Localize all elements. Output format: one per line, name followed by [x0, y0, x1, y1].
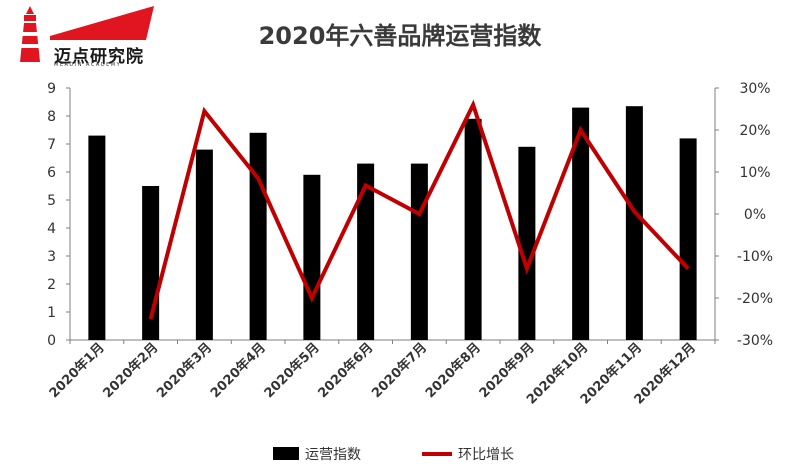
left-axis-tick-label: 9	[47, 81, 56, 97]
right-axis-tick-label: 30%	[739, 81, 770, 97]
left-axis-tick-label: 6	[47, 165, 56, 181]
legend-label-line: 环比增长	[458, 447, 514, 463]
right-axis-tick-label: 20%	[739, 123, 770, 139]
bar	[357, 163, 375, 340]
bar	[410, 163, 428, 340]
left-axis-tick-label: 4	[47, 221, 56, 237]
right-axis-tick-label: 10%	[739, 165, 770, 181]
brand-name: 迈点研究院	[54, 47, 144, 67]
lighthouse-icon	[20, 6, 40, 62]
brand-swoosh-icon	[50, 6, 154, 40]
bar	[195, 149, 213, 340]
brand-subtitle: MEADIN ACADEMY	[54, 62, 122, 68]
left-axis-tick-label: 8	[47, 109, 56, 125]
bar	[518, 146, 536, 340]
legend-label-bar: 运营指数	[305, 447, 361, 463]
right-axis-tick-label: -10%	[737, 249, 773, 265]
bar	[625, 106, 643, 340]
left-axis-tick-label: 7	[47, 137, 56, 153]
chart-title: 2020年六善品牌运营指数	[258, 22, 542, 50]
left-axis-tick-label: 3	[47, 249, 56, 265]
bar	[679, 138, 697, 340]
left-axis-tick-label: 5	[47, 193, 56, 209]
x-axis-tick-label: 2020年8月	[422, 340, 484, 402]
x-axis-tick-label: 2020年4月	[207, 340, 269, 402]
x-axis-tick-label: 2020年6月	[315, 340, 377, 402]
bar	[572, 107, 590, 340]
bar	[88, 135, 106, 340]
left-axis-tick-label: 0	[47, 333, 56, 349]
x-axis-tick-label: 2020年3月	[154, 340, 216, 402]
brand-logo: 迈点研究院 MEADIN ACADEMY	[8, 6, 158, 68]
bar	[303, 174, 321, 340]
legend-swatch-bar	[273, 447, 299, 460]
right-axis-tick-label: -30%	[737, 333, 773, 349]
left-axis-tick-label: 2	[47, 277, 56, 293]
right-axis-tick-label: 0%	[744, 207, 766, 223]
x-axis-tick-label: 2020年2月	[100, 340, 162, 402]
bar	[249, 132, 267, 340]
bar	[464, 118, 482, 340]
x-axis-tick-label: 2020年7月	[369, 340, 431, 402]
x-axis-tick-label: 2020年5月	[261, 340, 323, 402]
right-axis-tick-label: -20%	[737, 291, 773, 307]
left-axis-tick-label: 1	[47, 305, 56, 321]
